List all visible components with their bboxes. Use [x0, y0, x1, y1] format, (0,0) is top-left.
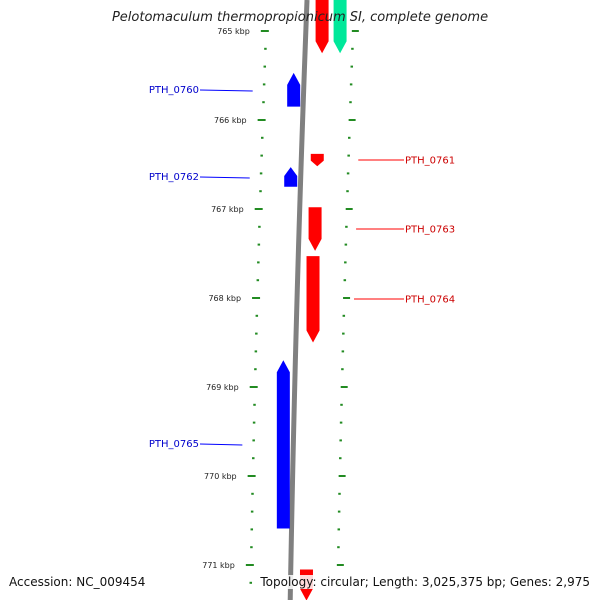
ruler-label: 771 kbp [202, 561, 235, 570]
gene-label[interactable]: PTH_0763 [405, 225, 455, 236]
forward-gene-arrow[interactable] [308, 207, 322, 251]
gene-labels: PTH_0760 PTH_0761 PTH_0762 PTH_0763 PTH_0764… [149, 85, 455, 450]
minor-ticks [245, 30, 359, 584]
forward-gene-arrow[interactable] [310, 153, 324, 167]
genome-backbone [287, 0, 310, 600]
ruler-label: 770 kbp [204, 472, 237, 481]
gene-label[interactable]: PTH_0764 [405, 295, 455, 306]
genome-summary-text: Topology: circular; Length: 3,025,375 bp… [260, 575, 590, 589]
ruler-label: 765 kbp [217, 27, 250, 36]
label-leader-line [199, 443, 243, 446]
label-leader-line [199, 89, 253, 92]
gene-label[interactable]: PTH_0762 [149, 172, 199, 183]
rna-feature[interactable] [333, 0, 347, 54]
accession-text: Accession: NC_009454 [9, 575, 146, 589]
gene-label[interactable]: PTH_0760 [149, 85, 199, 96]
ruler-label: 767 kbp [211, 205, 244, 214]
reverse-gene-arrow[interactable] [284, 167, 298, 187]
ruler-label: 766 kbp [214, 116, 247, 125]
forward-gene-feature[interactable] [315, 0, 329, 54]
map-title: Pelotomaculum thermopropionicum SI, comp… [111, 10, 489, 25]
ruler: 765 kbp 766 kbp 767 kbp 768 kbp 769 kbp 770 k… [202, 27, 250, 570]
reverse-gene-arrow[interactable] [276, 360, 290, 529]
gene-label[interactable]: PTH_0765 [149, 439, 199, 450]
forward-gene-arrow[interactable] [306, 256, 320, 343]
reverse-gene-arrow[interactable] [287, 72, 301, 107]
ruler-label: 769 kbp [206, 383, 239, 392]
label-leader-line [199, 176, 250, 179]
features [276, 0, 347, 600]
gene-label[interactable]: PTH_0761 [405, 156, 455, 167]
ruler-label: 768 kbp [208, 294, 241, 303]
